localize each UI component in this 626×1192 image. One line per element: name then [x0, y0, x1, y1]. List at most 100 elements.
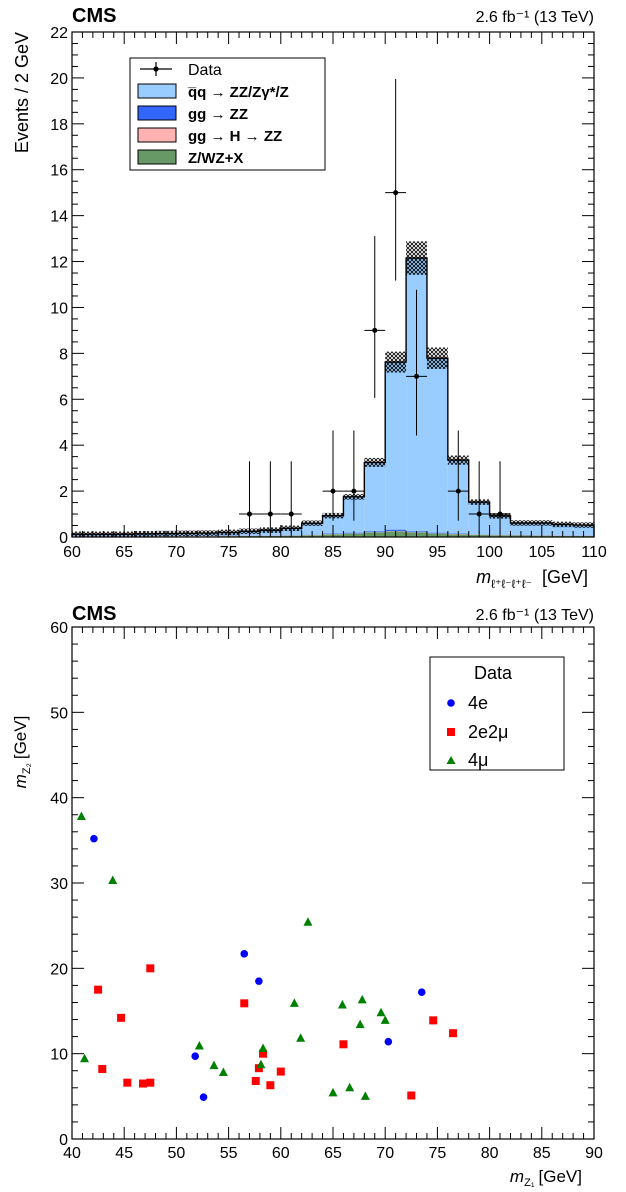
y-tick-label-scatter: 10 — [50, 1047, 68, 1064]
scatter-point-e2mu2 — [94, 985, 103, 994]
scatter-point-e2mu2 — [240, 999, 249, 1008]
legend-entry-data: Data — [140, 62, 222, 79]
x-tick-label: 95 — [429, 544, 447, 561]
x-tick-label-scatter: 90 — [585, 1145, 603, 1162]
hist-bar-qq — [385, 362, 407, 530]
x-axis-unit-scatter: [GeV] — [539, 1167, 582, 1186]
scatter-point-mu4 — [256, 1059, 266, 1069]
scatter-point-e2mu2 — [429, 1016, 438, 1025]
y-tick-label: 16 — [50, 163, 68, 180]
scatter-point-e2mu2 — [138, 1079, 147, 1088]
y-tick-label-scatter: 40 — [50, 791, 68, 808]
x-tick-label: 85 — [324, 544, 342, 561]
scatter-point-e2mu2 — [449, 1029, 458, 1038]
scatter-point-mu4 — [296, 1033, 306, 1042]
scatter-point-e2mu2 — [98, 1065, 107, 1074]
y-tick-label: 20 — [50, 71, 68, 88]
scatter-point-e4 — [255, 977, 263, 985]
legend-entry-gg: gg → ZZ — [137, 105, 248, 123]
x-tick-label-scatter: 65 — [324, 1145, 342, 1162]
hist-bar-qq — [573, 525, 594, 536]
scatter-point-mu4 — [194, 1040, 204, 1050]
scatter-point-e2mu2 — [407, 1091, 416, 1100]
scatter-point-mu4 — [289, 998, 299, 1007]
scatter-point-mu4 — [218, 1067, 228, 1076]
scatter-point-mu4 — [108, 875, 118, 884]
y-tick-label: 8 — [59, 346, 68, 363]
scatter-point-e2mu2 — [251, 1076, 260, 1085]
y-tick-label-scatter: 0 — [59, 1132, 68, 1149]
y-tick-label: 14 — [50, 209, 68, 226]
x-tick-label-scatter: 60 — [272, 1145, 290, 1162]
x-tick-label: 70 — [168, 544, 186, 561]
y-axis-label: Events / 2 GeV — [12, 32, 32, 153]
scatter-point-e4 — [90, 834, 98, 843]
plot-area: 60 65 70 75 80 85 90 95 100 105 110 0 2 4 6 8 10 12 14 16 18… — [50, 25, 607, 561]
x-tick-label-scatter: 55 — [220, 1145, 238, 1162]
lumi-label-scatter: 2.6 fb⁻¹ (13 TeV) — [476, 607, 594, 624]
x-tick-label: 60 — [63, 544, 81, 561]
x-axis-label: mℓ⁺ℓ⁻ℓ⁺ℓ⁻ [GeV] — [476, 567, 588, 591]
data-point — [489, 461, 511, 534]
data-point — [280, 461, 302, 534]
legend-label-gg: gg → ZZ — [188, 106, 248, 123]
data-point — [385, 79, 407, 281]
scatter-point-e2mu2 — [117, 1013, 126, 1022]
legend-label-4mu: 4μ — [468, 750, 488, 770]
scatter-point-mu4 — [328, 1087, 338, 1097]
lumi-label: 2.6 fb⁻¹ (13 TeV) — [476, 9, 594, 26]
data-point — [468, 461, 490, 534]
y-tick-label: 4 — [59, 438, 68, 455]
y-axis-unit-scatter: [GeV] — [11, 716, 30, 759]
hist-bar-qq — [301, 523, 323, 535]
scatter-point-e2mu2 — [146, 964, 155, 973]
x-tick-label: 80 — [272, 544, 290, 561]
scatter-point-mu4 — [360, 1091, 370, 1100]
y-axis-label-scatter: mZ₂[GeV] — [11, 716, 33, 789]
x-tick-label: 90 — [376, 544, 394, 561]
legend-label-2e2mu: 2e2μ — [468, 722, 508, 742]
legend-entry-qq: q̅q → ZZ/Zγ*/Z — [137, 83, 289, 101]
scatter-point-e2mu2 — [266, 1081, 275, 1090]
x-tick-label: 105 — [528, 544, 555, 561]
scatter-point-mu4 — [355, 1019, 365, 1029]
hist-bar-qq — [552, 524, 574, 536]
data-point — [343, 430, 365, 521]
legend-scatter: Data 4e 2e2μ 4μ — [429, 656, 565, 771]
x-axis-label-scatter: mZ₁ [GeV] — [510, 1167, 582, 1189]
legend-entry-zx: Z/WZ+X — [137, 149, 243, 167]
scatter-point-mu4 — [80, 1053, 90, 1063]
x-tick-label-scatter: 45 — [115, 1145, 133, 1162]
scatter-point-e4 — [384, 1037, 393, 1046]
scatter-point-e4 — [199, 1093, 208, 1101]
y-tick-label: 12 — [50, 255, 68, 272]
scatter-point-mu4 — [376, 1007, 386, 1017]
y-tick-label-scatter: 20 — [50, 961, 68, 978]
scatter-point-mu4 — [357, 994, 367, 1004]
scatter-point-mu4 — [345, 1082, 355, 1092]
x-tick-label-scatter: 40 — [63, 1145, 81, 1162]
x-tick-label-scatter: 85 — [533, 1145, 551, 1162]
scatter-point-e4 — [417, 988, 426, 997]
scatter-point-mu4 — [76, 811, 86, 820]
data-point — [447, 430, 469, 521]
x-tick-label-scatter: 80 — [481, 1145, 499, 1162]
x-tick-label: 75 — [220, 544, 238, 561]
x-tick-label: 100 — [476, 544, 503, 561]
scatter-point-e2mu2 — [276, 1067, 285, 1076]
legend-label-qq: q̅q → ZZ/Zγ*/Z — [187, 84, 289, 101]
x-tick-label-scatter: 75 — [429, 1145, 447, 1162]
x-axis-unit: [GeV] — [542, 567, 588, 587]
cms-label: CMS — [72, 5, 116, 27]
x-tick-label-scatter: 70 — [376, 1145, 394, 1162]
legend-label-ggH: gg → H → ZZ — [188, 128, 282, 145]
hist-bar-qq — [426, 358, 448, 533]
data-point — [322, 430, 344, 521]
scatter-point-mu4 — [303, 917, 313, 926]
scatter-point-e2mu2 — [259, 1049, 268, 1058]
y-tick-label-scatter: 30 — [50, 876, 68, 893]
legend-entry-ggH: gg → H → ZZ — [137, 127, 282, 145]
scatter-point-e2mu2 — [123, 1078, 132, 1087]
x-tick-label: 110 — [581, 544, 607, 561]
